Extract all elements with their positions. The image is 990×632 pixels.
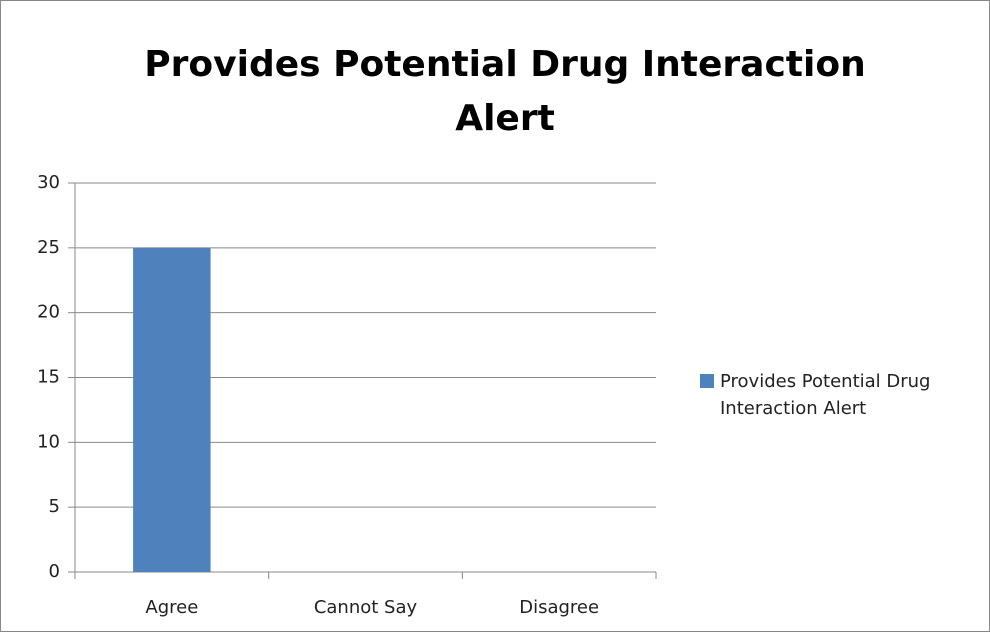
- x-tick-label: Disagree: [519, 597, 599, 618]
- legend: Provides Potential Drug Interaction Aler…: [700, 368, 990, 422]
- legend-swatch: [700, 374, 714, 388]
- x-tick-label: Cannot Say: [314, 597, 418, 618]
- legend-label: Provides Potential Drug Interaction Aler…: [720, 371, 931, 419]
- y-tick-label: 10: [37, 431, 60, 452]
- y-tick-label: 20: [37, 302, 60, 323]
- bar: [133, 247, 211, 573]
- y-tick-label: 0: [49, 561, 60, 582]
- y-tick-label: 25: [37, 237, 60, 258]
- x-tick-label: Agree: [145, 597, 198, 618]
- chart-title: Provides Potential Drug Interaction Aler…: [144, 44, 866, 139]
- y-tick-label: 30: [37, 172, 60, 193]
- y-tick-label: 5: [49, 496, 60, 517]
- y-tick-label: 15: [37, 367, 60, 388]
